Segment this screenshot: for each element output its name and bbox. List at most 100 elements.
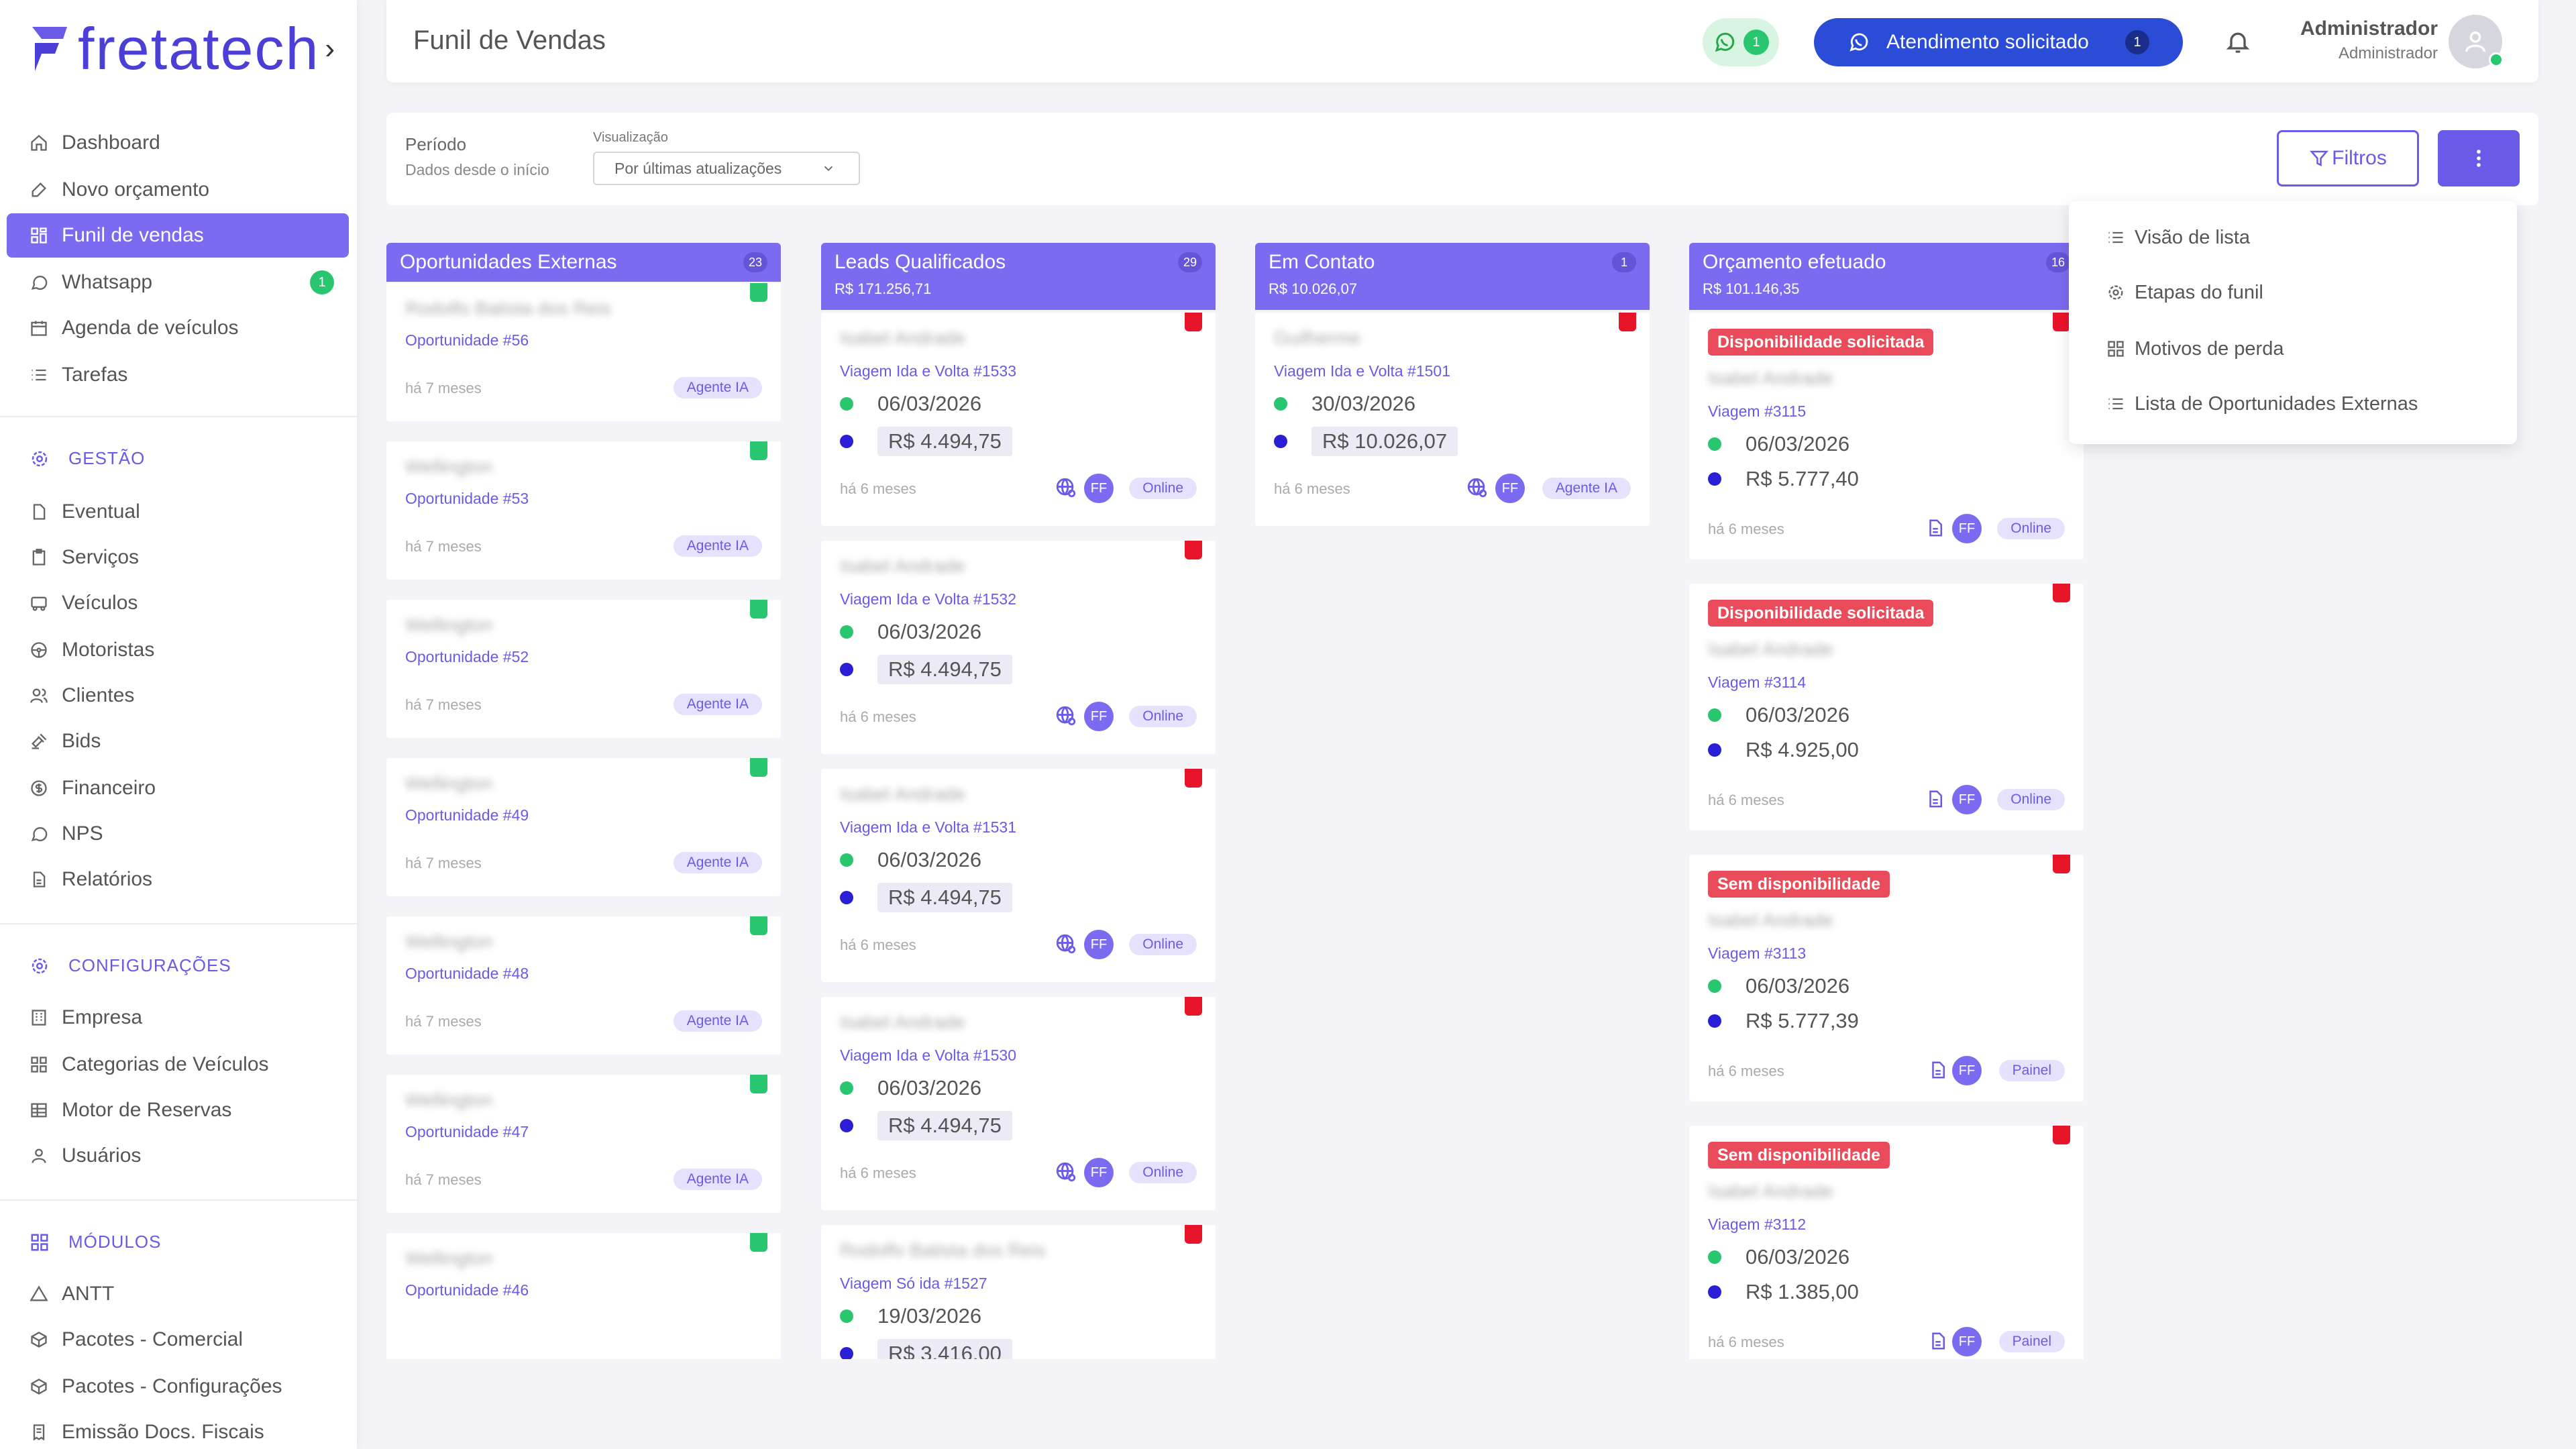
opportunity-card[interactable]: Disponibilidade solicitada Isabel Andrade…	[1689, 313, 2084, 559]
assignee-avatar[interactable]: FF	[1952, 514, 1982, 543]
trip-reference[interactable]: Viagem Ida e Volta #1501	[1274, 362, 1451, 380]
assignee-avatar[interactable]: FF	[1952, 785, 1982, 814]
opportunity-card[interactable]: Wellington Oportunidade #47 há 7 meses Agen…	[386, 1075, 781, 1213]
menu-item-visao-de-lista[interactable]: Visão de lista	[2106, 224, 2250, 251]
document-icon[interactable]	[1925, 517, 1945, 539]
sidebar-item-relatorios[interactable]: Relatórios	[7, 857, 349, 902]
globe-icon[interactable]	[1055, 704, 1077, 727]
filters-button[interactable]: Filtros	[2277, 130, 2419, 186]
top-header: Funil de Vendas 1 Atendimento solicitado…	[386, 0, 2538, 83]
column-header[interactable]: Oportunidades Externas 23	[386, 243, 781, 282]
sidebar-item-tarefas[interactable]: Tarefas	[7, 353, 349, 397]
fretatech-logo[interactable]: fretatech ›	[30, 19, 335, 79]
sidebar-item-dashboard[interactable]: Dashboard	[7, 121, 349, 165]
opportunity-reference[interactable]: Oportunidade #46	[405, 1281, 529, 1299]
column-header[interactable]: Leads Qualificados 29 R$ 171.256,71	[821, 243, 1216, 310]
opportunity-card[interactable]: Rodolfo Batista dos Reis Viagem Só ida #1…	[821, 1225, 1216, 1359]
opportunity-card[interactable]: Isabel Andrade Viagem Ida e Volta #1530 06…	[821, 997, 1216, 1210]
opportunity-reference[interactable]: Oportunidade #53	[405, 490, 529, 507]
opportunity-card[interactable]: Wellington Oportunidade #46	[386, 1233, 781, 1359]
menu-item-lista-oportunidades-externas[interactable]: Lista de Oportunidades Externas	[2106, 390, 2418, 417]
assignee-avatar[interactable]: FF	[1084, 474, 1114, 503]
trip-reference[interactable]: Viagem #3114	[1708, 674, 1807, 691]
trip-reference[interactable]: Viagem Ida e Volta #1531	[840, 818, 1017, 836]
menu-item-motivos-de-perda[interactable]: Motivos de perda	[2106, 335, 2284, 362]
globe-icon[interactable]	[1466, 476, 1489, 499]
sidebar-item-veiculos[interactable]: Veículos	[7, 581, 349, 625]
sidebar-item-pacotes-configuracoes[interactable]: Pacotes - Configurações	[7, 1364, 349, 1409]
opportunity-card[interactable]: Sem disponibilidade Isabel Andrade Viagem …	[1689, 1126, 2084, 1359]
globe-icon[interactable]	[1055, 1161, 1077, 1183]
sidebar-divider	[0, 416, 357, 417]
trip-reference[interactable]: Viagem #3113	[1708, 945, 1807, 962]
sidebar-item-motoristas[interactable]: Motoristas	[7, 628, 349, 672]
sidebar-item-emissao-docs-fiscais[interactable]: Emissão Docs. Fiscais	[7, 1410, 349, 1449]
sidebar-item-eventual[interactable]: Eventual	[7, 490, 349, 534]
sidebar-item-empresa[interactable]: Empresa	[7, 996, 349, 1040]
opportunity-card[interactable]: Wellington Oportunidade #52 há 7 meses Agen…	[386, 600, 781, 738]
opportunity-card[interactable]: Sem disponibilidade Isabel Andrade Viagem …	[1689, 855, 2084, 1102]
opportunity-card[interactable]: Isabel Andrade Viagem Ida e Volta #1532 06…	[821, 541, 1216, 754]
period-value[interactable]: Dados desde o início	[405, 161, 549, 178]
sidebar-item-whatsapp[interactable]: Whatsapp 1	[7, 260, 349, 305]
opportunity-reference[interactable]: Oportunidade #47	[405, 1123, 529, 1140]
whatsapp-notification-button[interactable]: 1	[1703, 18, 1779, 66]
opportunity-reference[interactable]: Oportunidade #56	[405, 331, 529, 349]
sidebar-item-categorias-veiculos[interactable]: Categorias de Veículos	[7, 1042, 349, 1087]
column-header[interactable]: Em Contato 1 R$ 10.026,07	[1255, 243, 1650, 310]
assignee-avatar[interactable]: FF	[1952, 1056, 1982, 1085]
trip-date-value: 06/03/2026	[877, 848, 982, 871]
assignee-avatar[interactable]: FF	[1084, 930, 1114, 959]
column-header[interactable]: Orçamento efetuado 16 R$ 101.146,35	[1689, 243, 2084, 310]
opportunity-card[interactable]: Rodolfo Batista dos Reis Oportunidade #56…	[386, 283, 781, 421]
sidebar-item-agenda[interactable]: Agenda de veículos	[7, 306, 349, 350]
opportunity-card[interactable]: Wellington Oportunidade #49 há 7 meses Agen…	[386, 758, 781, 896]
sidebar-item-nps[interactable]: NPS	[7, 812, 349, 856]
assignee-avatar[interactable]: FF	[1084, 1158, 1114, 1187]
collapse-chevron-icon[interactable]: ›	[325, 32, 335, 65]
trip-price: R$ 4.494,75	[840, 655, 1012, 684]
opportunity-card[interactable]: Wellington Oportunidade #53 há 7 meses Agen…	[386, 441, 781, 580]
user-name[interactable]: Administrador	[2300, 17, 2438, 40]
sidebar-item-bids[interactable]: Bids	[7, 719, 349, 763]
opportunity-card[interactable]: Guilherme Viagem Ida e Volta #1501 30/03/2…	[1255, 313, 1650, 526]
trip-reference[interactable]: Viagem #3112	[1708, 1216, 1807, 1233]
globe-icon[interactable]	[1055, 476, 1077, 499]
whatsapp-count-badge: 1	[1743, 30, 1769, 55]
document-icon[interactable]	[1925, 788, 1945, 810]
document-icon[interactable]	[1928, 1330, 1948, 1352]
sidebar-item-novo-orcamento[interactable]: Novo orçamento	[7, 168, 349, 212]
more-options-button[interactable]	[2438, 130, 2520, 186]
trip-reference[interactable]: Viagem Só ida #1527	[840, 1275, 987, 1292]
sidebar-item-motor-de-reservas[interactable]: Motor de Reservas	[7, 1088, 349, 1132]
menu-item-etapas-do-funil[interactable]: Etapas do funil	[2106, 279, 2263, 306]
sidebar-item-clientes[interactable]: Clientes	[7, 674, 349, 718]
sidebar-item-usuarios[interactable]: Usuários	[7, 1134, 349, 1178]
opportunity-card[interactable]: Isabel Andrade Viagem Ida e Volta #1533 06…	[821, 313, 1216, 526]
sidebar-item-funil-de-vendas[interactable]: Funil de vendas	[7, 213, 349, 258]
trip-reference[interactable]: Viagem Ida e Volta #1530	[840, 1046, 1017, 1064]
view-select[interactable]: Por últimas atualizações	[593, 152, 860, 185]
trip-reference[interactable]: Viagem Ida e Volta #1532	[840, 590, 1017, 608]
opportunity-card[interactable]: Isabel Andrade Viagem Ida e Volta #1531 06…	[821, 769, 1216, 982]
opportunity-card[interactable]: Disponibilidade solicitada Isabel Andrade…	[1689, 584, 2084, 830]
sidebar-item-antt[interactable]: ANTT	[7, 1272, 349, 1316]
sidebar-item-servicos[interactable]: Serviços	[7, 535, 349, 580]
trip-reference[interactable]: Viagem Ida e Volta #1533	[840, 362, 1017, 380]
opportunity-card[interactable]: Wellington Oportunidade #48 há 7 meses Agen…	[386, 916, 781, 1055]
bell-icon[interactable]	[2224, 28, 2251, 55]
menu-item-label: Etapas do funil	[2135, 281, 2263, 303]
trip-reference[interactable]: Viagem #3115	[1708, 402, 1807, 420]
opportunity-reference[interactable]: Oportunidade #49	[405, 806, 529, 824]
assignee-avatar[interactable]: FF	[1952, 1327, 1982, 1356]
sidebar-item-pacotes-comercial[interactable]: Pacotes - Comercial	[7, 1318, 349, 1362]
assignee-avatar[interactable]: FF	[1084, 702, 1114, 731]
assignee-avatar[interactable]: FF	[1495, 474, 1525, 503]
attendance-requested-button[interactable]: Atendimento solicitado 1	[1814, 18, 2183, 66]
sidebar-item-label: Eventual	[62, 500, 140, 523]
globe-icon[interactable]	[1055, 932, 1077, 955]
document-icon[interactable]	[1928, 1059, 1948, 1081]
opportunity-reference[interactable]: Oportunidade #48	[405, 965, 529, 982]
sidebar-item-financeiro[interactable]: Financeiro	[7, 766, 349, 810]
opportunity-reference[interactable]: Oportunidade #52	[405, 648, 529, 665]
